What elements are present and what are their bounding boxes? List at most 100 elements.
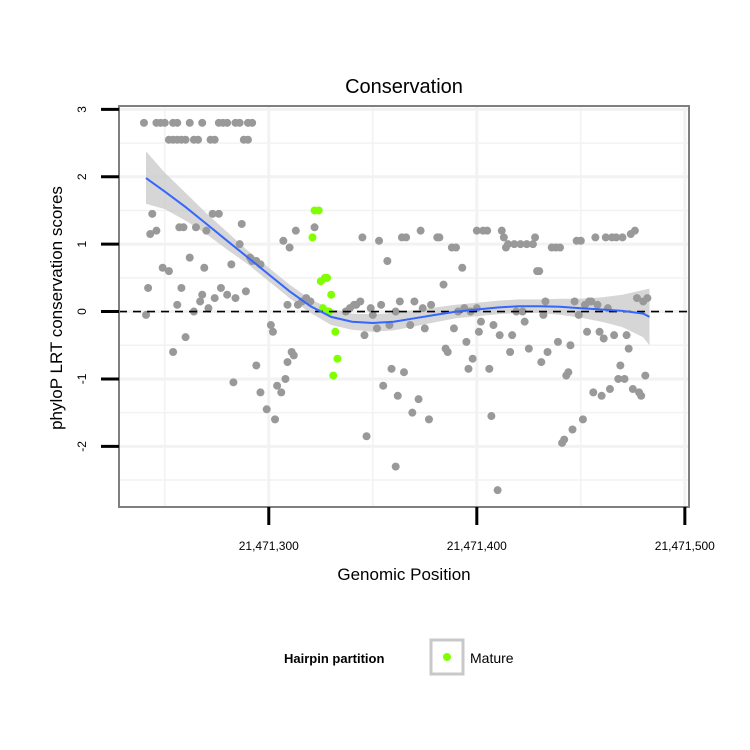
point-other: [229, 378, 238, 387]
point-other: [641, 371, 650, 380]
point-other: [427, 300, 436, 309]
y-tick-label: 1: [75, 241, 89, 248]
point-other: [291, 226, 300, 235]
point-other: [235, 240, 244, 249]
point-other: [289, 351, 298, 360]
point-other: [632, 294, 641, 303]
point-other: [528, 240, 537, 249]
point-other: [443, 347, 452, 356]
point-other: [570, 297, 579, 306]
point-other: [435, 233, 444, 242]
point-other: [595, 327, 604, 336]
point-other: [181, 135, 190, 144]
point-other: [377, 300, 386, 309]
point-other: [576, 236, 585, 245]
point-other: [522, 240, 531, 249]
point-other: [483, 226, 492, 235]
point-other: [360, 331, 369, 340]
point-other: [366, 304, 375, 313]
point-mature: [314, 206, 323, 215]
point-other: [504, 240, 513, 249]
point-other: [622, 331, 631, 340]
point-other: [198, 290, 207, 299]
point-other: [216, 283, 225, 292]
point-other: [231, 294, 240, 303]
point-other: [458, 263, 467, 272]
point-other: [310, 223, 319, 232]
point-other: [395, 297, 404, 306]
point-other: [158, 263, 167, 272]
point-other: [439, 280, 448, 289]
y-tick-label: -2: [75, 441, 89, 452]
points-mature: [308, 206, 342, 380]
point-other: [637, 391, 646, 400]
point-other: [624, 344, 633, 353]
point-other: [485, 364, 494, 373]
point-other: [589, 388, 598, 397]
point-other: [472, 226, 481, 235]
point-other: [372, 324, 381, 333]
point-other: [223, 118, 232, 127]
point-other: [593, 300, 602, 309]
point-other: [179, 223, 188, 232]
point-other: [414, 395, 423, 404]
point-other: [468, 354, 477, 363]
point-other: [198, 118, 207, 127]
point-other: [283, 358, 292, 367]
point-other: [142, 310, 151, 319]
smooth-curve: [145, 177, 650, 325]
point-mature: [329, 371, 338, 380]
point-other: [281, 374, 290, 383]
x-axis-title: Genomic Position: [337, 565, 470, 584]
point-other: [476, 317, 485, 326]
point-other: [601, 233, 610, 242]
point-other: [605, 385, 614, 394]
point-other: [506, 347, 515, 356]
point-other: [493, 486, 502, 495]
point-other: [420, 324, 429, 333]
point-other: [543, 347, 552, 356]
point-other: [535, 267, 544, 276]
point-other: [556, 243, 565, 252]
point-other: [406, 321, 415, 330]
x-axis: 21,471,300 21,471,400 21,471,500: [239, 507, 715, 553]
point-other: [400, 368, 408, 377]
point-other: [520, 317, 529, 326]
point-other: [273, 381, 282, 390]
y-axis: -2 -1 0 1 2 3: [75, 106, 119, 452]
point-other: [449, 324, 458, 333]
point-other: [462, 337, 471, 346]
point-other: [223, 290, 232, 299]
point-other: [452, 243, 461, 252]
point-other: [614, 374, 623, 383]
point-other: [379, 381, 388, 390]
legend: Hairpin partition Mature: [284, 638, 514, 676]
point-other: [391, 462, 400, 471]
point-other: [424, 415, 433, 424]
point-other: [139, 118, 148, 127]
point-other: [553, 337, 562, 346]
point-mature: [323, 273, 332, 282]
y-tick-label: -1: [75, 373, 89, 384]
point-other: [495, 331, 504, 340]
point-other: [148, 209, 157, 218]
point-other: [416, 226, 425, 235]
point-other: [587, 297, 596, 306]
point-other: [169, 347, 178, 356]
point-other: [375, 236, 384, 245]
point-other: [252, 361, 261, 370]
point-mature: [318, 304, 327, 313]
point-mature: [331, 327, 340, 336]
point-other: [620, 374, 629, 383]
point-other: [578, 415, 587, 424]
point-other: [391, 307, 400, 316]
point-other: [262, 405, 271, 414]
y-tick-label: 0: [75, 308, 89, 315]
legend-title: Hairpin partition: [284, 651, 384, 666]
point-other: [618, 233, 627, 242]
point-other: [208, 209, 217, 218]
point-other: [518, 307, 527, 316]
point-other: [368, 310, 377, 319]
point-other: [362, 432, 371, 441]
